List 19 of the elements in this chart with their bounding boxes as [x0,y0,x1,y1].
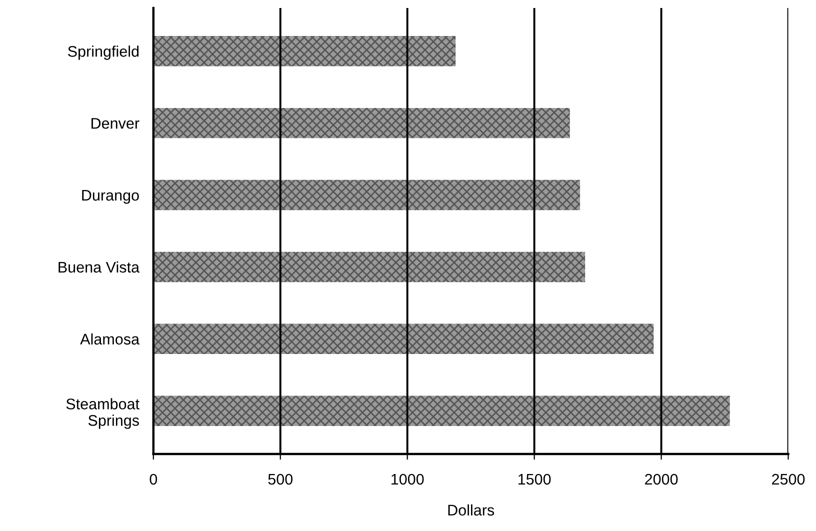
x-tick-label: 1000 [392,474,424,485]
y-tick-label: Durango [82,190,139,204]
y-tick-label: Steamboat Springs [66,398,140,429]
y-tick-label: Denver [92,118,140,129]
bar [153,324,654,354]
bar [153,252,586,282]
y-tick-label: Buena Vista [58,261,140,273]
x-tick-label: 2000 [645,474,678,485]
bar [153,108,570,138]
bar [153,36,456,66]
bar [153,180,580,210]
x-axis-title: Dollars [448,504,494,516]
y-tick-label: Alamosa [80,333,140,345]
y-tick-label: Springfield [68,46,139,60]
x-tick-label: 1500 [518,474,551,485]
bar [153,396,730,426]
x-tick-label: 0 [150,474,158,485]
x-tick-label: 2500 [772,474,805,485]
x-tick-label: 500 [268,474,293,485]
